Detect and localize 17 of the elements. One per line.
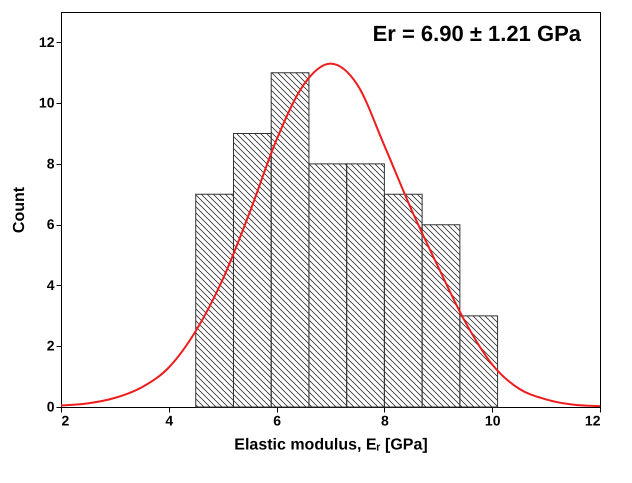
y-tick-label: 0 [46, 398, 55, 414]
y-tick-label: 8 [46, 155, 55, 172]
x-tick-label: 2 [62, 412, 70, 428]
y-tick-label: 2 [46, 338, 55, 354]
y-tick-label: 10 [38, 94, 55, 111]
x-tick-label: 4 [165, 412, 174, 428]
line-series [61, 62, 600, 407]
x-axis-title: Elastic modulus, Eᵣ [GPa] [234, 436, 428, 454]
y-tick-label: 6 [46, 216, 55, 232]
x-tick-label: 12 [584, 412, 601, 428]
x-tick-label: 6 [273, 412, 282, 428]
x-tick-label: 8 [381, 412, 389, 428]
y-tick-label: 12 [38, 34, 55, 50]
annotation: Er = 6.90 ± 1.21 GPa [372, 21, 582, 46]
x-tick-label: 10 [484, 412, 501, 428]
y-axis-title: Count [10, 186, 28, 234]
y-tick-label: 4 [46, 276, 55, 293]
